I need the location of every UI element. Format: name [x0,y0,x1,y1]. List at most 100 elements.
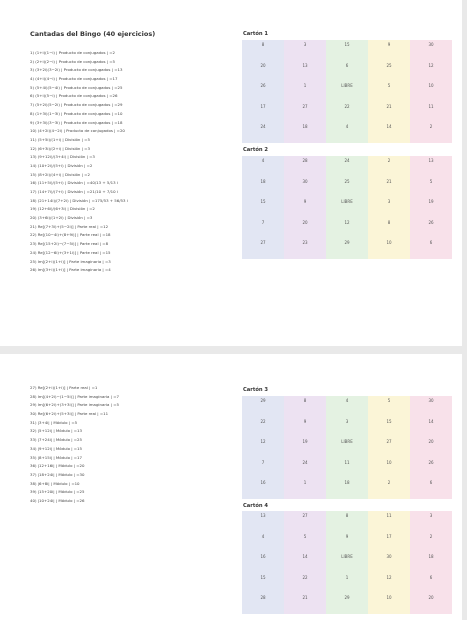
exercise-item: 5) (5+4i)(5−4i) | Producto de conjugados… [30,84,123,90]
bingo-cell: 6 [410,478,452,499]
bingo-cell: 24 [284,457,326,478]
exercise-item: 20) (3+6i)/(1+2i) | División | =3 [30,215,93,221]
exercise-item: 24) Re[(12−6i)+(3+1i)] | Parte real | =1… [30,249,111,255]
bingo-cell: 12 [368,572,410,593]
bingo-cell: 14 [284,552,326,573]
bingo-cell: 13 [410,156,452,177]
bingo-cell: 8 [368,217,410,238]
bingo-cell: 30 [410,40,452,61]
bingo-cell: 30 [368,552,410,573]
bingo-cell: 16 [242,552,284,573]
bingo-cell: 5 [368,81,410,102]
exercise-item: 35) |8+15i| | Módulo | =17 [30,454,83,460]
exercise-item: 37) |18+24i| | Módulo | =30 [30,471,85,477]
bingo-cell: 20 [242,60,284,81]
exercise-item: 11) (5+5i)/(1+i) | División | =5 [30,136,90,142]
bingo-cell: 10 [368,593,410,614]
bingo-cell: 18 [410,552,452,573]
bingo-cell: 9 [326,531,368,552]
exercise-item: 39) |15+20i| | Módulo | =25 [30,489,85,495]
bingo-cell: 27 [242,238,284,259]
bingo-cell: 5 [284,531,326,552]
exercise-item: 36) |12+16i| | Módulo | =20 [30,463,85,469]
bingo-cell: 12 [410,60,452,81]
bingo-cell: LIBRE [326,81,368,102]
exercise-item: 13) (9+12i)/(3+4i) | División | =3 [30,154,95,160]
bingo-cell: 20 [284,217,326,238]
bingo-cell: 26 [410,457,452,478]
bingo-cell: 12 [326,217,368,238]
bingo-cell: 6 [410,572,452,593]
exercise-item: 31) |3+4i| | Módulo | =5 [30,419,78,425]
card-3-title: Cartón 3 [243,387,269,393]
exercise-item: 3) (3+2i)(3−2i) | Producto de conjugados… [30,67,123,73]
document-page-2: 27) Re[(2+i)(1+i)] | Parte real | =1 28) … [0,354,462,620]
exercise-item: 18) (21+14i)/(7+2i) | División | =175/53… [30,197,128,203]
bingo-cell: 2 [410,531,452,552]
bingo-cell: 10 [368,457,410,478]
bingo-cell: 13 [242,511,284,532]
bingo-cell: 20 [410,593,452,614]
exercise-item: 27) Re[(2+i)(1+i)] | Parte real | =1 [30,385,98,390]
exercise-item: 30) Re[(6+2i)+(5+3i)] | Parte real | =11 [30,411,109,417]
bingo-cell: 10 [410,81,452,102]
bingo-cell: 2 [368,156,410,177]
exercise-item: 21) Re[(7+3i)+(5−2i)] | Parte real | =12 [30,223,109,229]
bingo-cell: 28 [242,593,284,614]
bingo-cell: 25 [326,176,368,197]
bingo-cell: 15 [242,197,284,218]
bingo-cell: 20 [410,437,452,458]
bingo-cell: 6 [410,238,452,259]
bingo-cell: 5 [410,176,452,197]
bingo-cell: 15 [242,572,284,593]
bingo-cell: 1 [284,478,326,499]
bingo-cell: 21 [368,101,410,122]
bingo-cell: 1 [284,81,326,102]
bingo-cell: 23 [284,238,326,259]
bingo-cell: 4 [326,396,368,417]
bingo-cell: 1 [326,572,368,593]
bingo-cell: 27 [284,101,326,122]
card-1-title: Cartón 1 [243,31,269,37]
bingo-cell: 22 [242,416,284,437]
exercise-item: 32) |5+12i| | Módulo | =13 [30,428,83,434]
exercise-item: 28) Im[(4+2i)−(1−5i)] | Parte imaginaria… [30,393,119,399]
bingo-cell: 27 [284,511,326,532]
bingo-cell: 8 [326,511,368,532]
card-2-title: Cartón 2 [243,147,269,153]
exercise-item: 19) (12+6i)/(6+3i) | División | =2 [30,206,95,212]
card-1-grid: 8 3 15 9 30 20 13 6 25 12 26 1 LIBRE 5 10 17 27 22 21 11 24 1… [242,40,452,143]
bingo-cell: 8 [284,396,326,417]
bingo-cell: 15 [368,416,410,437]
bingo-cell: 3 [410,511,452,532]
exercise-item: 1) (1+i)(1−i) | Producto de conjugados |… [30,50,115,55]
bingo-cell: 14 [410,416,452,437]
bingo-cell: 10 [368,238,410,259]
exercise-item: 38) |6+8i| | Módulo | =10 [30,480,80,486]
bingo-cell: 30 [410,396,452,417]
exercise-item: 6) (5+i)(5−i) | Producto de conjugados |… [30,93,118,99]
exercise-item: 23) Re[(15+2i)−(7−5i)] | Parte real | =8 [30,241,109,247]
card-4-title: Cartón 4 [243,503,269,509]
bingo-cell: 7 [242,217,284,238]
exercise-item: 22) Re[(10−4i)+(8+9i)] | Parte real | =1… [30,232,111,238]
bingo-cell: 21 [284,593,326,614]
bingo-cell: 2 [368,478,410,499]
bingo-cell: 6 [326,60,368,81]
exercise-item: 17) (14+7i)/(7+i) | División | =21/10 + … [30,189,118,194]
bingo-cell: 13 [284,60,326,81]
bingo-cell: 16 [242,478,284,499]
bingo-cell: 19 [410,197,452,218]
bingo-cell: LIBRE [326,437,368,458]
exercise-item: 14) (10+2i)/(5+i) | División | =2 [30,162,93,168]
bingo-cell: 2 [410,122,452,143]
exercise-item: 33) |7+24i| | Módulo | =25 [30,437,83,443]
bingo-cell: 4 [242,156,284,177]
document-page-1: Cantadas del Bingo (40 ejercicios) 1) (1… [0,0,462,346]
bingo-cell: 22 [284,572,326,593]
bingo-cell: 28 [284,156,326,177]
bingo-cell: 26 [242,81,284,102]
bingo-cell: 22 [326,101,368,122]
bingo-cell: 29 [242,396,284,417]
bingo-cell: 29 [326,238,368,259]
